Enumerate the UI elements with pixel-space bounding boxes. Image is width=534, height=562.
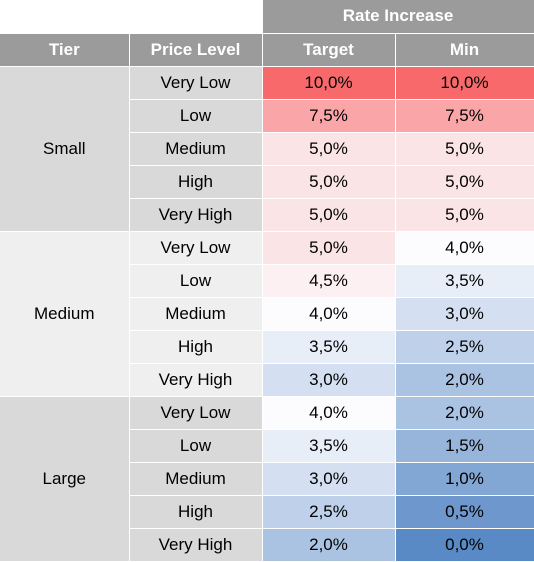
price-level-cell: Medium xyxy=(129,132,263,166)
table-row: Large Very Low 4,0% 2,0% xyxy=(0,396,534,562)
min-value-cell: 4,0% xyxy=(395,231,534,265)
table-row: Very High 5,0% 5,0% xyxy=(0,198,534,232)
table-row: Medium 3,0% 1,0% xyxy=(0,462,534,496)
min-value-cell: 3,5% xyxy=(395,264,534,298)
min-column-header: Min xyxy=(395,33,534,67)
target-value-cell: 3,0% xyxy=(262,363,396,397)
table-body: Small Very Low 10,0% 10,0% Low 7,5% 7,5% Medium… xyxy=(0,66,534,562)
tier-column-header: Tier xyxy=(0,33,130,67)
min-value-cell: 5,0% xyxy=(395,165,534,199)
tier-cell: Medium xyxy=(0,231,130,397)
min-value-cell: 2,5% xyxy=(395,330,534,364)
price-level-cell: Very High xyxy=(129,363,263,397)
price-level-column-header: Price Level xyxy=(129,33,263,67)
min-value-cell: 5,0% xyxy=(395,132,534,166)
price-level-cell: Very High xyxy=(129,198,263,232)
price-level-cell: High xyxy=(129,330,263,364)
price-level-cell: Very Low xyxy=(129,231,263,265)
table-row: Small Very Low 10,0% 10,0% xyxy=(0,66,534,232)
target-value-cell: 3,5% xyxy=(262,330,396,364)
table-row: High 3,5% 2,5% xyxy=(0,330,534,364)
price-level-cell: Very High xyxy=(129,528,263,562)
price-level-cell: Very Low xyxy=(129,396,263,430)
price-level-cell: High xyxy=(129,165,263,199)
table-row: Medium 4,0% 3,0% xyxy=(0,297,534,331)
target-value-cell: 3,5% xyxy=(262,429,396,463)
table-row: Very High 2,0% 0,0% xyxy=(0,528,534,562)
min-value-cell: 10,0% xyxy=(395,66,534,100)
price-level-cell: Low xyxy=(129,264,263,298)
target-column-header: Target xyxy=(262,33,396,67)
group-header-row: Rate Increase xyxy=(0,0,534,34)
min-value-cell: 3,0% xyxy=(395,297,534,331)
min-value-cell: 0,0% xyxy=(395,528,534,562)
price-level-cell: Medium xyxy=(129,462,263,496)
target-value-cell: 5,0% xyxy=(262,132,396,166)
tier-cell: Large xyxy=(0,396,130,562)
header-blank-cell xyxy=(0,0,263,34)
table-row: Low 3,5% 1,5% xyxy=(0,429,534,463)
price-level-cell: High xyxy=(129,495,263,529)
column-header-row: Tier Price Level Target Min xyxy=(0,33,534,67)
min-value-cell: 2,0% xyxy=(395,363,534,397)
min-value-cell: 1,5% xyxy=(395,429,534,463)
table-row: Medium 5,0% 5,0% xyxy=(0,132,534,166)
rate-increase-group-header: Rate Increase xyxy=(262,0,534,34)
target-value-cell: 7,5% xyxy=(262,99,396,133)
table-row: Medium Very Low 5,0% 4,0% xyxy=(0,231,534,397)
target-value-cell: 3,0% xyxy=(262,462,396,496)
target-value-cell: 4,5% xyxy=(262,264,396,298)
target-value-cell: 2,0% xyxy=(262,528,396,562)
table-row: Very High 3,0% 2,0% xyxy=(0,363,534,397)
table-row: Low 7,5% 7,5% xyxy=(0,99,534,133)
table-row: High 2,5% 0,5% xyxy=(0,495,534,529)
min-value-cell: 2,0% xyxy=(395,396,534,430)
table-row: High 5,0% 5,0% xyxy=(0,165,534,199)
price-level-cell: Low xyxy=(129,429,263,463)
target-value-cell: 5,0% xyxy=(262,165,396,199)
target-value-cell: 5,0% xyxy=(262,198,396,232)
price-level-cell: Very Low xyxy=(129,66,263,100)
tier-cell: Small xyxy=(0,66,130,232)
target-value-cell: 5,0% xyxy=(262,231,396,265)
min-value-cell: 0,5% xyxy=(395,495,534,529)
target-value-cell: 4,0% xyxy=(262,396,396,430)
min-value-cell: 5,0% xyxy=(395,198,534,232)
target-value-cell: 2,5% xyxy=(262,495,396,529)
min-value-cell: 7,5% xyxy=(395,99,534,133)
price-level-cell: Low xyxy=(129,99,263,133)
target-value-cell: 10,0% xyxy=(262,66,396,100)
min-value-cell: 1,0% xyxy=(395,462,534,496)
table-row: Low 4,5% 3,5% xyxy=(0,264,534,298)
target-value-cell: 4,0% xyxy=(262,297,396,331)
price-level-cell: Medium xyxy=(129,297,263,331)
